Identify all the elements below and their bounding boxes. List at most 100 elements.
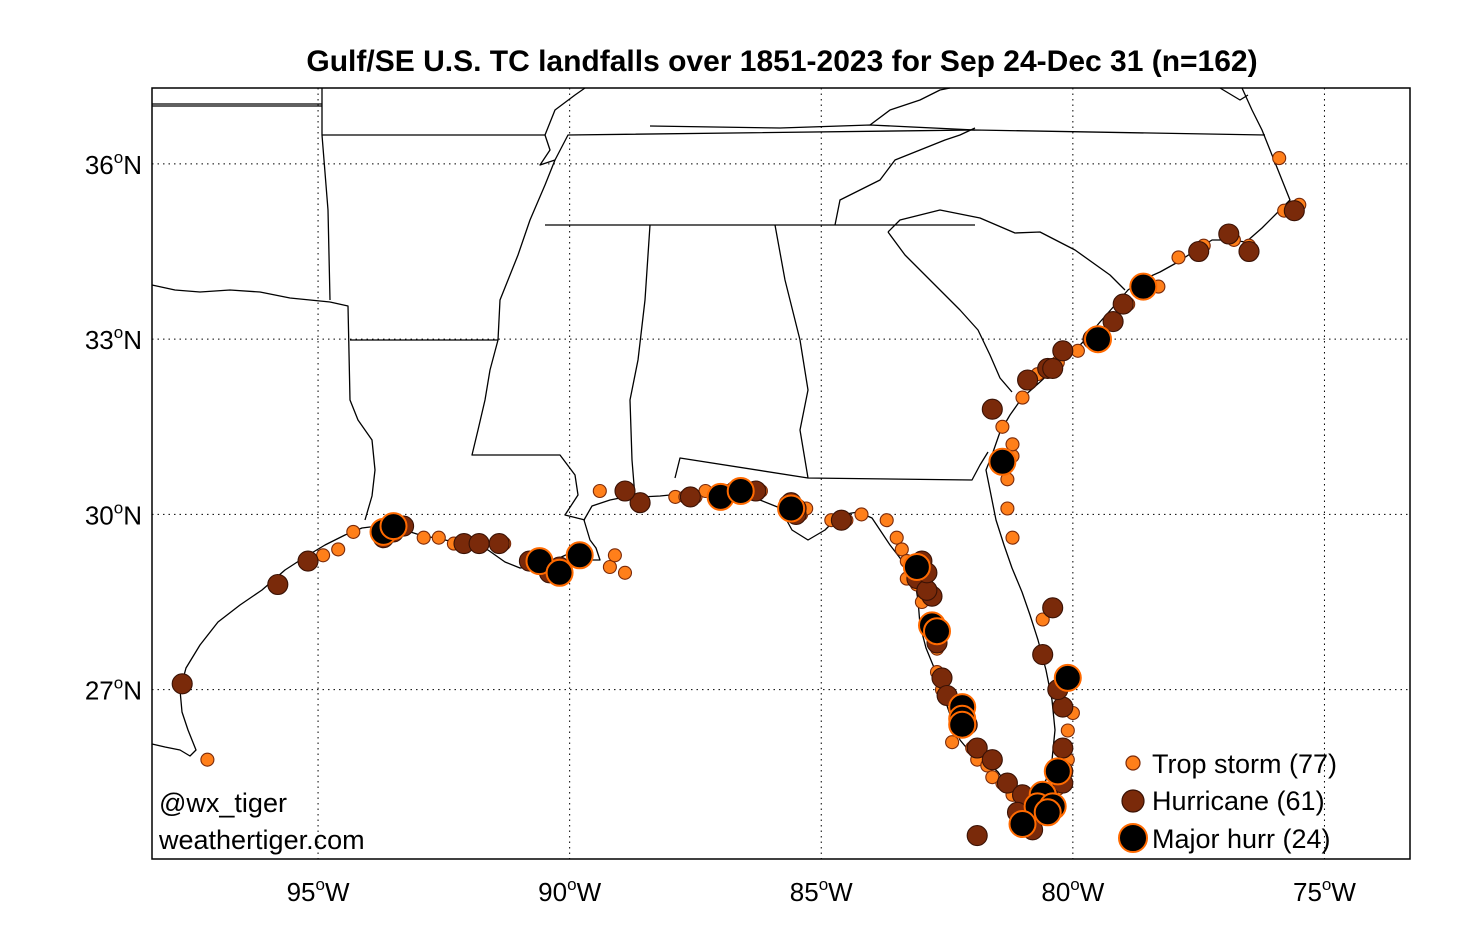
border-tx-ok [152,103,322,107]
map-title: Gulf/SE U.S. TC landfalls over 1851-2023… [306,45,1257,78]
legend-marker-trop-storm [1125,755,1141,771]
trop-storm-landfall [854,507,869,522]
hurricane-landfall [267,573,289,596]
credit-twitter-handle: @wx_tiger [159,788,287,818]
y-axis-ticks: 27oN 30oN 33oN 36oN [85,148,142,706]
trop-storm-landfall [889,530,904,545]
hurricane-landfall [488,533,510,555]
trop-storm-landfall [1171,250,1186,265]
legend-label-trop-storm: Trop storm (77) [1152,749,1337,779]
x-tick-label: 90oW [538,875,601,907]
hurricane-landfall [1112,293,1134,315]
legend-label-major-hurricane: Major hurr (24) [1152,824,1331,854]
hurricane-landfall [981,749,1003,771]
major-hurricane-landfall [1053,663,1082,692]
trop-storm-landfall [995,419,1010,434]
trop-storm-landfall [346,524,361,539]
border-tx-ok-red [151,284,331,303]
major-hurricane-landfall [1084,325,1112,354]
hurricane-landfall [679,486,701,508]
trop-storm-landfall [1015,390,1030,405]
hurricane-landfall [629,492,651,514]
trop-storm-landfall [1060,723,1075,738]
border-va [834,127,976,226]
major-hurricane-landfall [1129,272,1158,301]
trop-storm-landfall [945,735,960,750]
hurricane-landfall [1052,340,1074,362]
hurricane-landfall [1238,240,1260,263]
hurricane-landfall [468,533,490,555]
major-hurricane-landfall [545,558,574,587]
major-hurricane-landfall [988,447,1017,476]
x-tick-label: 85oW [790,875,853,907]
hurricane-landfall [1218,223,1240,245]
plot-frame [151,87,1411,860]
border-al-ga [774,224,809,479]
major-hurricane-landfall [777,494,806,523]
major-hurricane-landfall [923,617,951,646]
mississippi-river [471,87,586,521]
border-ms-al [629,224,651,498]
y-tick-label: 33oN [85,323,142,355]
hurricane-landfall [966,737,988,759]
legend-label-hurricane: Hurricane (61) [1152,786,1325,816]
hurricane-landfall [931,667,953,689]
hurricane-landfall [1042,357,1064,379]
hurricane-landfall [966,825,988,847]
border-ky-tn [649,124,976,131]
hurricane-landfall [1032,644,1054,666]
x-tick-label: 75oW [1293,875,1356,907]
hurricane-landfall [830,509,852,531]
major-hurricane-landfall [1043,757,1072,786]
trop-storm-landfall [1000,501,1015,516]
trop-storm-landfall [1005,437,1020,452]
border-tx-la [329,301,376,521]
border-ok-ar [321,88,331,301]
trop-storm-landfall [1035,612,1050,627]
trop-storm-landfall [879,513,894,528]
major-hurricane-landfall [379,512,408,541]
major-hurricane-landfall [565,541,594,570]
hurricane-landfall [1052,737,1074,759]
major-hurricane-landfall [902,553,931,581]
map-plot-area: Trop storm (77) Hurricane (61) Major hur… [151,87,1411,860]
x-tick-label: 80oW [1041,875,1104,907]
credit-website: weathertiger.com [158,825,365,855]
border-va-md [1219,87,1249,101]
trop-storm-landfall [592,483,607,499]
major-hurricane-landfall [1008,810,1037,838]
trop-storm-landfall [617,565,633,580]
x-axis-ticks: 95oW 90oW 85oW 80oW 75oW [287,875,1357,907]
trop-storm-landfall [416,530,431,545]
hurricane-landfall [1042,597,1064,619]
hurricane-landfall [1188,240,1210,263]
map-legend: Trop storm (77) Hurricane (61) Major hur… [1118,749,1337,854]
major-hurricane-landfall [1033,798,1062,827]
border-wv-ky [869,87,951,126]
y-tick-label: 36oN [85,148,142,180]
graticule-gridlines [152,88,1410,859]
y-tick-label: 30oN [85,498,142,530]
hurricane-landfall [981,398,1003,420]
border-ga-sc [887,209,1126,291]
hurricane-landfall [1052,696,1074,718]
trop-storm-landfall [1272,151,1287,166]
x-tick-label: 95oW [287,875,350,907]
trop-storm-landfall [607,548,622,563]
trop-storm-landfall [331,542,346,557]
landfall-markers [171,151,1307,847]
trop-storm-landfall [200,752,215,767]
border-ga-sc-river [887,231,1013,393]
hurricane-landfall [1017,369,1039,391]
y-tick-label: 27oN [85,674,142,706]
hurricane-landfall [614,480,636,502]
trop-storm-landfall [985,770,1000,785]
legend-marker-hurricane [1121,789,1145,813]
legend-marker-major-hurricane [1118,823,1148,853]
hurricane-landfall [1102,311,1124,333]
border-ar-mo [322,129,1266,166]
trop-storm-landfall [602,559,617,575]
trop-storm-landfall [316,548,331,563]
major-hurricane-landfall [726,477,755,505]
